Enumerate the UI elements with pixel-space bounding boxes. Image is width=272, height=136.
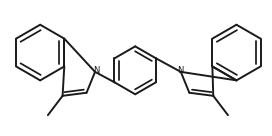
Text: N: N	[93, 66, 99, 75]
Text: N: N	[177, 66, 183, 75]
